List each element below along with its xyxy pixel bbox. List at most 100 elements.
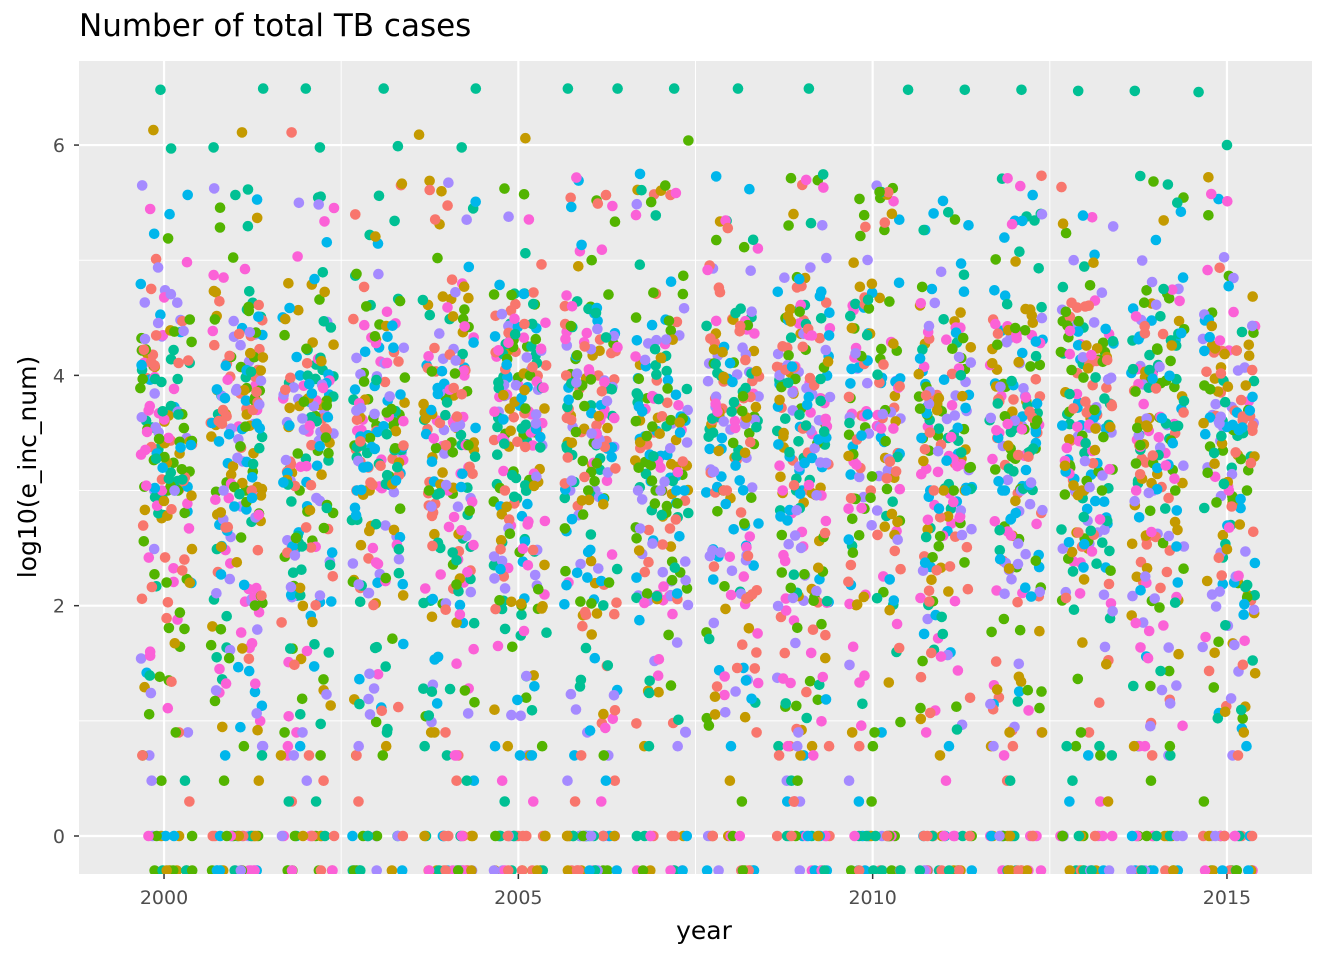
data-point [285, 589, 297, 601]
data-point [1164, 740, 1176, 752]
data-point [569, 796, 581, 807]
data-point [1004, 775, 1016, 786]
data-point [1106, 400, 1118, 412]
data-point [502, 740, 514, 752]
data-point [956, 447, 967, 458]
data-point [811, 585, 822, 597]
data-point [392, 461, 403, 473]
data-point [1135, 170, 1146, 182]
data-point [1178, 460, 1189, 472]
data-point [1209, 343, 1221, 354]
data-point [1146, 276, 1158, 288]
data-point [600, 722, 611, 734]
data-point [285, 372, 296, 384]
data-point [855, 230, 866, 242]
data-point [512, 436, 523, 448]
data-point [915, 702, 926, 714]
data-point [1212, 713, 1224, 724]
data-point [148, 543, 160, 555]
data-point [1160, 503, 1171, 514]
data-point [1010, 322, 1021, 334]
data-point [537, 601, 548, 612]
data-point [849, 830, 860, 842]
data-point [1249, 557, 1261, 569]
data-point [300, 83, 312, 94]
data-point [574, 681, 586, 692]
data-point [805, 262, 816, 273]
data-point [323, 447, 334, 459]
data-point [184, 314, 196, 325]
data-point [1089, 249, 1100, 261]
data-point [737, 391, 749, 402]
data-point [1141, 539, 1153, 550]
data-point [1023, 451, 1034, 463]
data-point [1034, 586, 1046, 598]
data-point [656, 509, 668, 521]
data-point [923, 398, 935, 410]
data-point [581, 327, 593, 339]
data-point [381, 429, 393, 440]
data-point [809, 443, 820, 454]
data-point [355, 539, 367, 551]
data-point [316, 469, 327, 481]
data-point [440, 865, 451, 874]
data-point [918, 361, 930, 373]
data-point [495, 535, 507, 546]
data-point [848, 257, 859, 269]
data-point [139, 504, 151, 516]
data-point [705, 333, 716, 344]
data-point [806, 452, 818, 464]
data-point [1172, 577, 1184, 588]
data-point [280, 313, 291, 325]
data-point [327, 571, 339, 582]
data-point [162, 597, 174, 608]
data-point [1155, 665, 1166, 677]
data-point [926, 574, 937, 586]
data-point [370, 716, 382, 728]
data-point [680, 575, 691, 586]
data-point [1135, 642, 1146, 653]
data-point [938, 830, 950, 842]
data-point [302, 370, 314, 382]
data-point [1034, 625, 1045, 637]
data-point [1150, 383, 1162, 394]
data-point [459, 304, 470, 315]
data-point [490, 830, 501, 842]
data-point [631, 718, 642, 729]
data-point [872, 529, 883, 541]
data-point [577, 830, 589, 842]
data-point [990, 464, 1001, 475]
data-point [141, 426, 153, 438]
data-point [1002, 173, 1013, 184]
data-point [1080, 437, 1091, 449]
data-point [466, 865, 477, 874]
data-point [719, 671, 730, 682]
data-point [328, 339, 339, 351]
data-point [1209, 458, 1220, 470]
data-point [653, 393, 664, 405]
data-point [1012, 538, 1024, 549]
data-point [506, 596, 517, 608]
data-point [1131, 571, 1143, 583]
data-point [987, 453, 998, 465]
data-point [843, 775, 855, 786]
data-point [498, 414, 509, 425]
data-point [1006, 375, 1017, 387]
data-point [384, 391, 396, 402]
data-point [679, 485, 690, 496]
data-point [211, 384, 223, 395]
data-point [631, 592, 642, 604]
data-point [255, 375, 267, 387]
data-point [1096, 287, 1108, 299]
data-point [456, 525, 467, 536]
data-point [633, 373, 645, 385]
data-point [223, 429, 235, 440]
data-point [724, 357, 736, 369]
data-point [528, 298, 539, 310]
data-point [210, 494, 221, 506]
data-point [869, 727, 880, 738]
data-point [988, 740, 999, 752]
data-point [358, 281, 370, 293]
data-point [1163, 293, 1175, 304]
data-point [1233, 424, 1245, 436]
